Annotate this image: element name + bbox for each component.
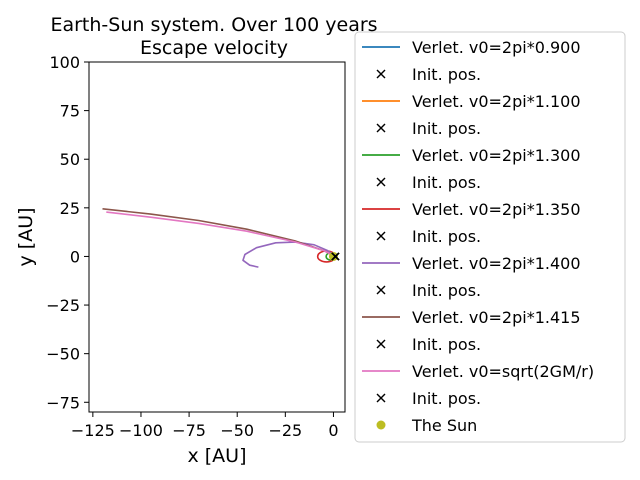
legend-x-swatch bbox=[376, 123, 386, 133]
legend-label: The Sun bbox=[411, 416, 477, 435]
x-tick-label: −25 bbox=[268, 421, 302, 440]
chart-title-line: Escape velocity bbox=[140, 37, 288, 59]
legend-x-stroke bbox=[376, 393, 386, 403]
legend-label: Verlet. v0=2pi*0.900 bbox=[412, 38, 581, 57]
legend-label: Init. pos. bbox=[412, 173, 481, 192]
y-tick-label: −50 bbox=[46, 345, 80, 364]
legend-label: Init. pos. bbox=[412, 119, 481, 138]
x-axis-label: x [AU] bbox=[187, 445, 246, 467]
y-axis-label: y [AU] bbox=[15, 207, 37, 266]
legend-x-stroke bbox=[376, 69, 386, 79]
legend-x-stroke bbox=[376, 285, 386, 295]
axis-ticks: −125 −100 −75 −50 −25 0 −75 −50 −25 0 25 50 75 100 bbox=[46, 53, 338, 440]
series-line-5 bbox=[242, 241, 336, 268]
init-pos-marker bbox=[331, 252, 340, 261]
legend: Verlet. v0=2pi*0.900 Init. pos. Verlet. v0… bbox=[354, 31, 626, 443]
y-tick-label: 50 bbox=[60, 150, 80, 169]
legend-label: Init. pos. bbox=[412, 227, 481, 246]
legend-label: Verlet. v0=sqrt(2GM/r) bbox=[412, 362, 594, 381]
legend-x-swatch bbox=[376, 69, 386, 79]
y-tick-label: −25 bbox=[46, 296, 80, 315]
y-tick-label: 25 bbox=[60, 199, 80, 218]
legend-dot-swatch bbox=[376, 420, 386, 430]
y-tick-label: 100 bbox=[49, 53, 80, 72]
legend-label: Verlet. v0=2pi*1.100 bbox=[412, 92, 581, 111]
sun-marker bbox=[328, 251, 338, 261]
y-tick-label: −75 bbox=[46, 393, 80, 412]
legend-x-stroke bbox=[376, 339, 386, 349]
init-pos-stroke bbox=[331, 252, 340, 261]
x-tick-label: −75 bbox=[172, 421, 206, 440]
legend-label: Verlet. v0=2pi*1.300 bbox=[412, 146, 581, 165]
y-tick-label: 0 bbox=[70, 247, 80, 266]
legend-label: Init. pos. bbox=[412, 389, 481, 408]
legend-label: Verlet. v0=2pi*1.350 bbox=[412, 200, 581, 219]
legend-label: Init. pos. bbox=[412, 335, 481, 354]
x-tick-label: −50 bbox=[220, 421, 254, 440]
legend-label: Verlet. v0=2pi*1.415 bbox=[412, 308, 581, 327]
series-group bbox=[102, 208, 337, 268]
legend-label: Init. pos. bbox=[412, 281, 481, 300]
legend-x-swatch bbox=[376, 231, 386, 241]
legend-x-stroke bbox=[376, 177, 386, 187]
plot-area-border bbox=[88, 61, 346, 413]
axes-frame bbox=[88, 61, 346, 413]
x-tick-label: 0 bbox=[328, 421, 338, 440]
chart-title-line: Earth-Sun system. Over 100 years bbox=[50, 14, 377, 36]
marker-group bbox=[328, 251, 340, 261]
y-tick-label: 75 bbox=[60, 102, 80, 121]
legend-x-stroke bbox=[376, 123, 386, 133]
x-tick-label: −100 bbox=[119, 421, 163, 440]
x-tick-label: −125 bbox=[71, 421, 115, 440]
series-line-7 bbox=[106, 211, 336, 258]
legend-label: Init. pos. bbox=[412, 65, 481, 84]
legend-x-swatch bbox=[376, 285, 386, 295]
legend-x-swatch bbox=[376, 393, 386, 403]
legend-x-swatch bbox=[376, 177, 386, 187]
legend-box bbox=[354, 31, 626, 443]
legend-x-stroke bbox=[376, 231, 386, 241]
legend-label: Verlet. v0=2pi*1.400 bbox=[412, 254, 581, 273]
legend-x-swatch bbox=[376, 339, 386, 349]
